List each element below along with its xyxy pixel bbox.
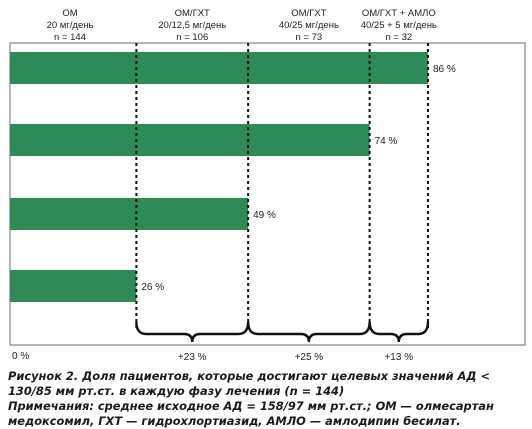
bar-1 bbox=[10, 270, 137, 302]
bar-value-label-3: 74 % bbox=[375, 136, 398, 147]
increment-braces: +23 % +25 % +13 % bbox=[135, 321, 430, 363]
bar-4 bbox=[10, 52, 428, 84]
bar-value-label-4: 86 % bbox=[433, 64, 456, 75]
figure-caption: Рисунок 2. Доля пациентов, которые дости… bbox=[8, 369, 528, 429]
phase-header-4-line1: ОМ/ГХТ + АМЛО bbox=[362, 8, 436, 19]
phase-header-2-line2: 20/12,5 мг/день bbox=[158, 20, 226, 31]
increment-label-2: +25 % bbox=[295, 352, 324, 363]
phase-header-4-line3: n = 32 bbox=[385, 32, 412, 43]
bars: 26 % 49 % 74 % 86 % bbox=[10, 52, 456, 302]
phase-header-3-line1: ОМ/ГХТ bbox=[291, 8, 326, 19]
figure-note: Примечания: среднее исходное АД = 158/97… bbox=[8, 399, 494, 428]
increment-brace-3 bbox=[368, 321, 430, 343]
phase-header-1-line1: ОМ bbox=[62, 8, 77, 19]
phase-header-3-line3: n = 73 bbox=[296, 32, 323, 43]
phase-header-1-line2: 20 мг/день bbox=[47, 20, 94, 31]
increment-label-3: +13 % bbox=[384, 352, 413, 363]
bar-value-label-2: 49 % bbox=[253, 210, 276, 221]
phase-header-2-line3: n = 106 bbox=[176, 32, 208, 43]
phase-header-4-line2: 40/25 + 5 мг/день bbox=[361, 20, 437, 31]
phase-header-2-line1: ОМ/ГХТ bbox=[175, 8, 210, 19]
bar-3 bbox=[10, 124, 370, 156]
figure-title: Рисунок 2. Доля пациентов, которые дости… bbox=[8, 369, 491, 398]
zero-tick-label: 0 % bbox=[12, 351, 29, 362]
bar-2 bbox=[10, 198, 249, 230]
plot-frame bbox=[9, 42, 526, 346]
bar-value-label-1: 26 % bbox=[141, 282, 164, 293]
phase-dividers bbox=[135, 43, 429, 330]
phase-header-1-line3: n = 144 bbox=[54, 32, 86, 43]
increment-brace-1 bbox=[135, 321, 250, 343]
phase-header-3-line2: 40/25 мг/день bbox=[279, 20, 339, 31]
increment-brace-2 bbox=[246, 321, 371, 343]
increment-label-1: +23 % bbox=[178, 352, 207, 363]
